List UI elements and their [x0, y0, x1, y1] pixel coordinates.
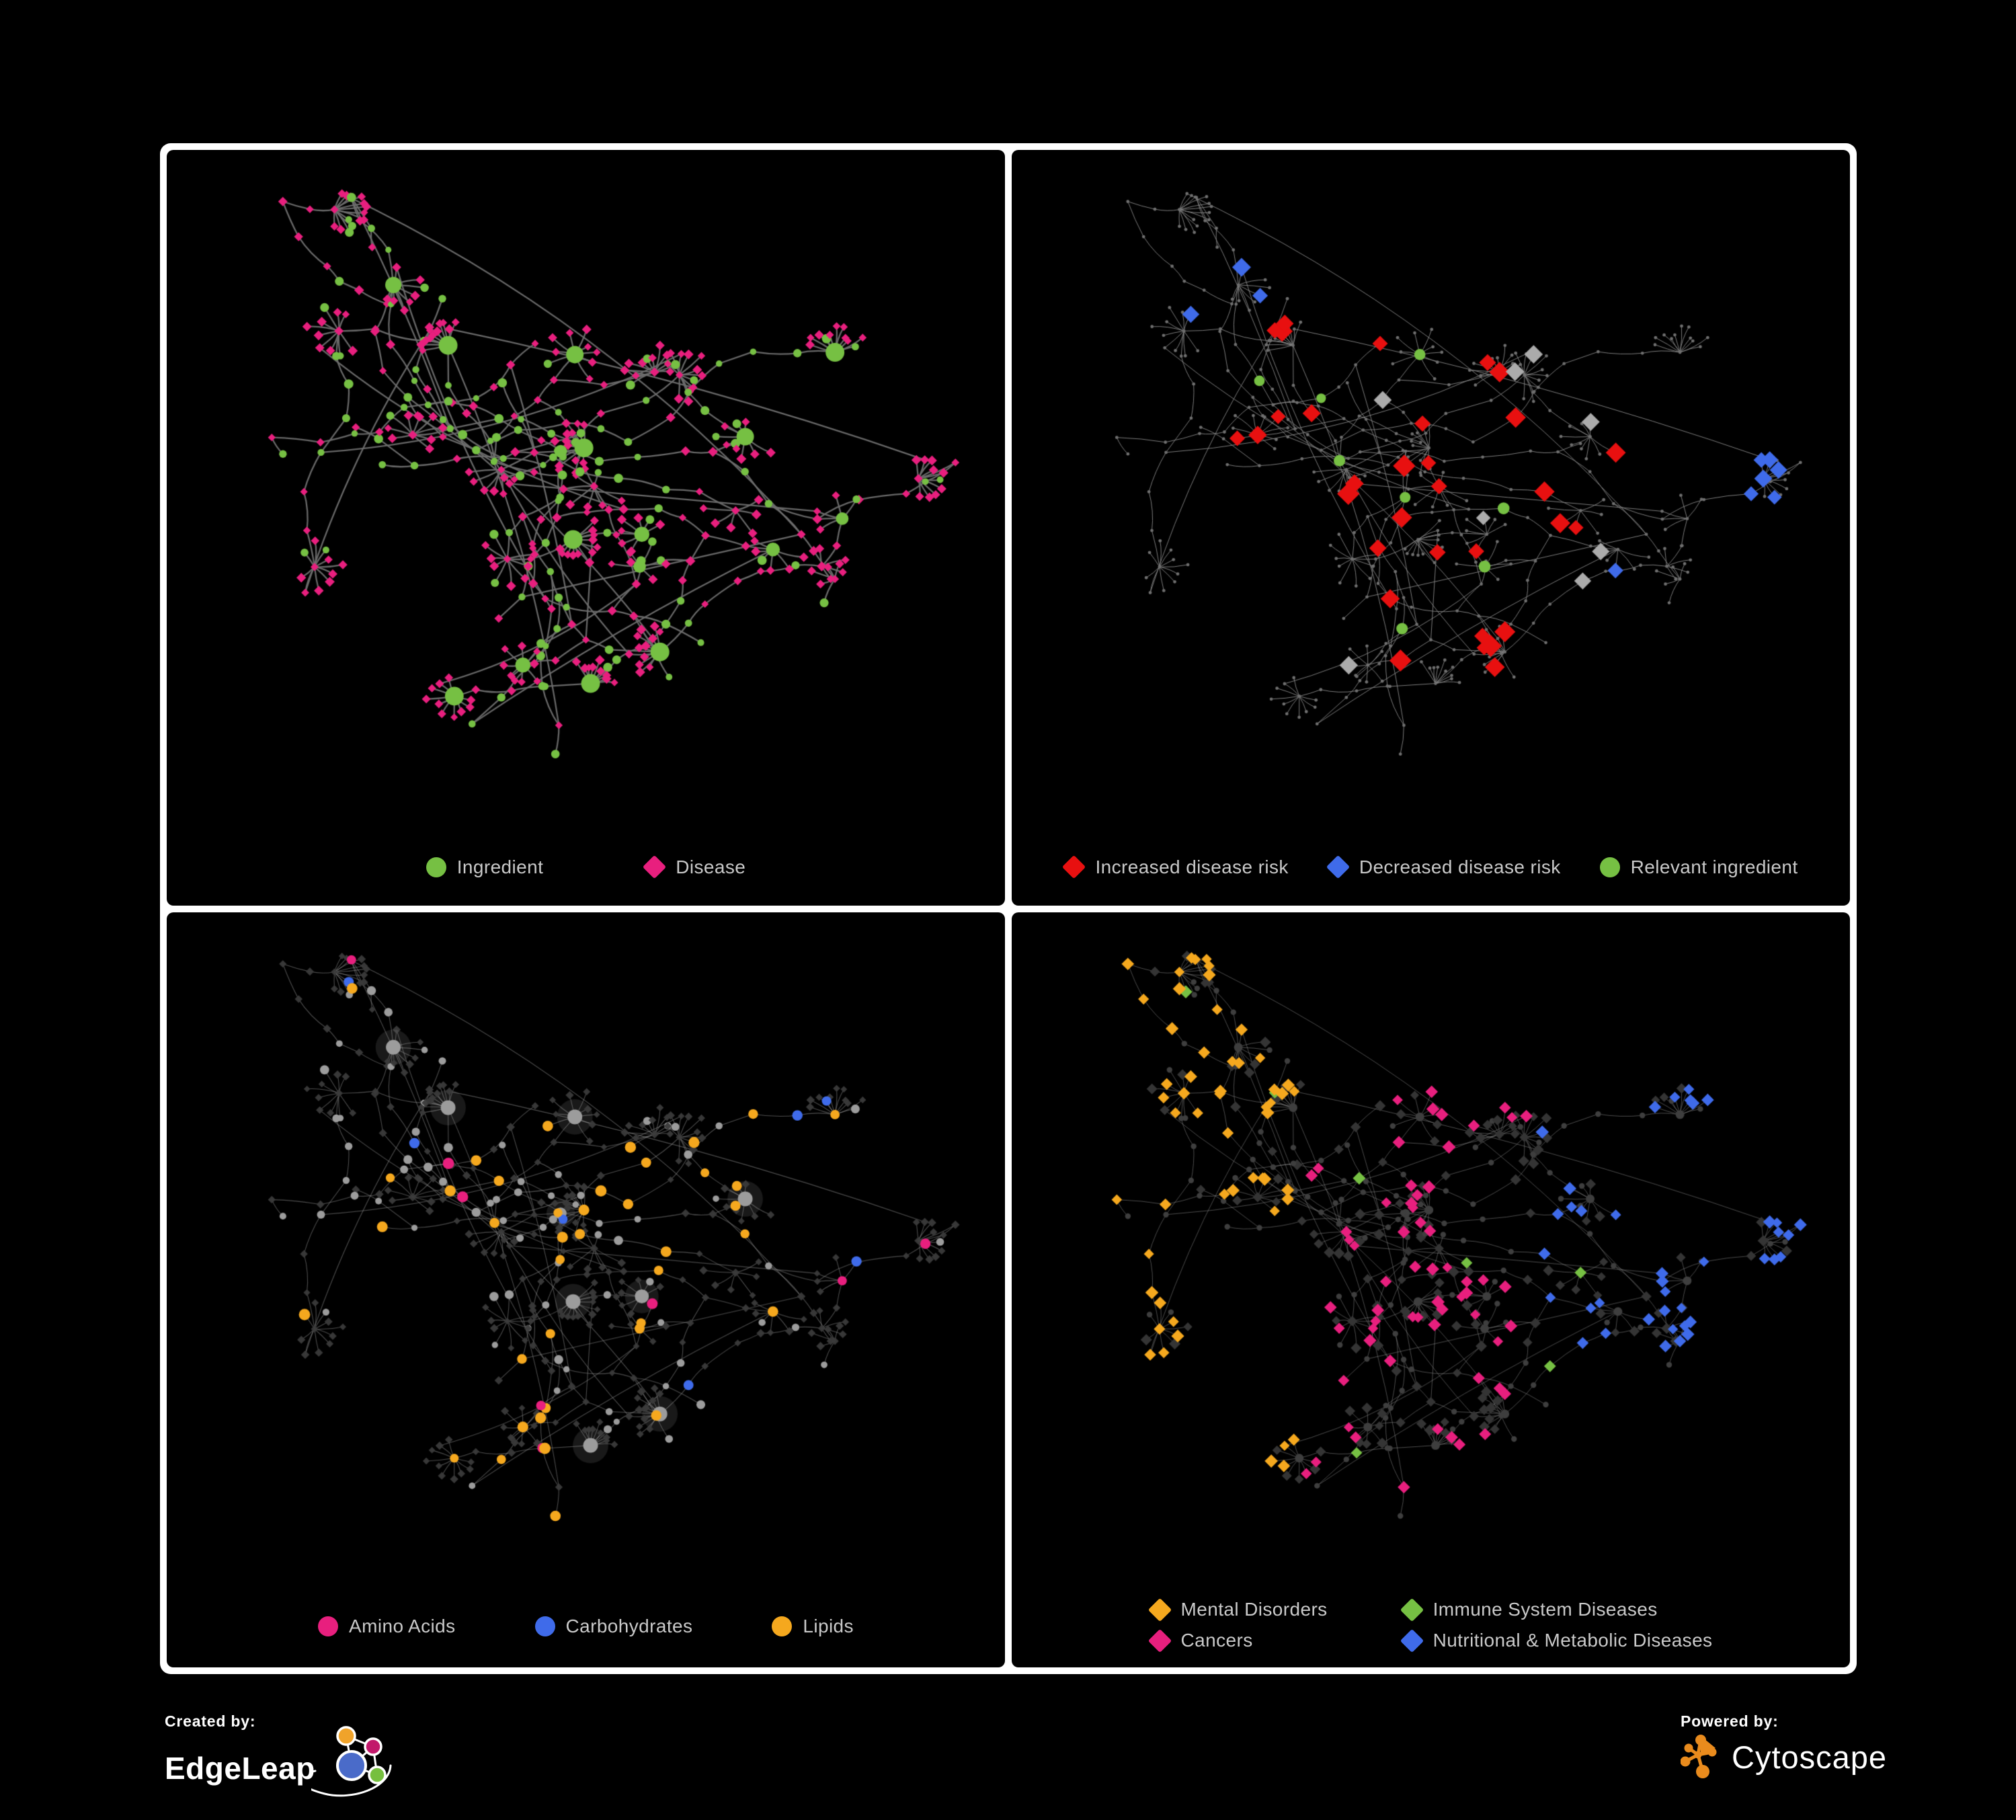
network-canvas-disease-risk: [1012, 150, 1850, 906]
edgeleap-lockup: EdgeLeap: [165, 1726, 399, 1803]
legend-item-nutritional-metabolic-diseases: Nutritional & Metabolic Diseases: [1400, 1628, 1713, 1653]
legend-item-decreased-disease-risk: Decreased disease risk: [1326, 855, 1561, 879]
edgeleap-wordmark: EdgeLeap: [165, 1751, 315, 1786]
panel-ingredient-disease: Ingredient Disease: [167, 150, 1005, 906]
edgeleap-logo-icon: [311, 1726, 392, 1797]
network-canvas-ingredient-disease: [167, 150, 1005, 906]
powered-by-label: Powered by:: [1681, 1712, 1779, 1730]
panel-disease-risk: Increased disease risk Decreased disease …: [1012, 150, 1850, 906]
legend-label: Mental Disorders: [1180, 1599, 1328, 1620]
mental-disorders-diamond-marker-icon: [1147, 1597, 1172, 1622]
legend-item-ingredient: Ingredient: [426, 857, 544, 877]
edgeleap-credit: Created by: EdgeLeap: [165, 1712, 399, 1803]
legend-label: Nutritional & Metabolic Diseases: [1433, 1630, 1713, 1651]
panel-disease-categories: Mental Disorders Immune System Diseases Ca…: [1012, 912, 1850, 1667]
legend-ingredient-disease: Ingredient Disease: [167, 855, 1005, 879]
legend-item-carbohydrates: Carbohydrates: [534, 1616, 693, 1636]
cancers-diamond-marker-icon: [1147, 1628, 1172, 1653]
network-canvas-macronutrients: [167, 912, 1005, 1667]
cytoscape-wordmark: Cytoscape: [1732, 1739, 1888, 1775]
legend-label: Lipids: [803, 1616, 854, 1636]
legend-item-increased-disease-risk: Increased disease risk: [1062, 855, 1289, 879]
cytoscape-logo-icon: [1681, 1735, 1717, 1778]
disease-diamond-marker-icon: [643, 855, 667, 879]
relevant-ingredient-circle-marker-icon: [1599, 857, 1620, 877]
legend-disease-categories: Mental Disorders Immune System Diseases Ca…: [1012, 1597, 1850, 1653]
legend-item-cancers: Cancers: [1147, 1628, 1328, 1653]
panel-macronutrients: Amino Acids Carbohydrates Lipids: [167, 912, 1005, 1667]
legend-label: Amino Acids: [349, 1616, 456, 1636]
legend-label: Ingredient: [456, 856, 544, 877]
legend-disease-risk: Increased disease risk Decreased disease …: [1012, 855, 1850, 879]
carbohydrates-circle-marker-icon: [534, 1616, 555, 1636]
legend-label: Decreased disease risk: [1359, 856, 1561, 877]
cytoscape-credit: Powered by: Cytoscape: [1681, 1712, 1887, 1780]
increased-disease-risk-diamond-marker-icon: [1062, 855, 1086, 879]
ingredient-circle-marker-icon: [426, 857, 446, 877]
legend-label: Cancers: [1180, 1630, 1253, 1651]
legend-label: Increased disease risk: [1095, 856, 1289, 877]
legend-item-disease: Disease: [643, 855, 746, 879]
legend-item-relevant-ingredient: Relevant ingredient: [1599, 856, 1798, 877]
legend-item-amino-acids: Amino Acids: [318, 1616, 455, 1636]
lipids-circle-marker-icon: [772, 1616, 793, 1636]
nutritional-metabolic-diseases-diamond-marker-icon: [1400, 1628, 1424, 1653]
created-by-label: Created by:: [165, 1712, 256, 1730]
legend-item-mental-disorders: Mental Disorders: [1147, 1597, 1328, 1622]
amino-acids-circle-marker-icon: [318, 1616, 339, 1636]
legend-item-lipids: Lipids: [772, 1616, 854, 1636]
decreased-disease-risk-diamond-marker-icon: [1326, 855, 1350, 879]
panel-grid: Ingredient Disease Increased disease risk…: [160, 143, 1857, 1674]
legend-label: Carbohydrates: [565, 1616, 693, 1636]
cytoscape-lockup: Cytoscape: [1681, 1733, 1887, 1780]
legend-item-immune-system-diseases: Immune System Diseases: [1400, 1597, 1713, 1622]
network-canvas-disease-categories: [1012, 912, 1850, 1667]
legend-label: Disease: [676, 856, 746, 877]
legend-label: Relevant ingredient: [1630, 856, 1798, 877]
immune-system-diseases-diamond-marker-icon: [1400, 1597, 1424, 1622]
legend-label: Immune System Diseases: [1433, 1599, 1658, 1620]
legend-macronutrients: Amino Acids Carbohydrates Lipids: [167, 1616, 1005, 1636]
